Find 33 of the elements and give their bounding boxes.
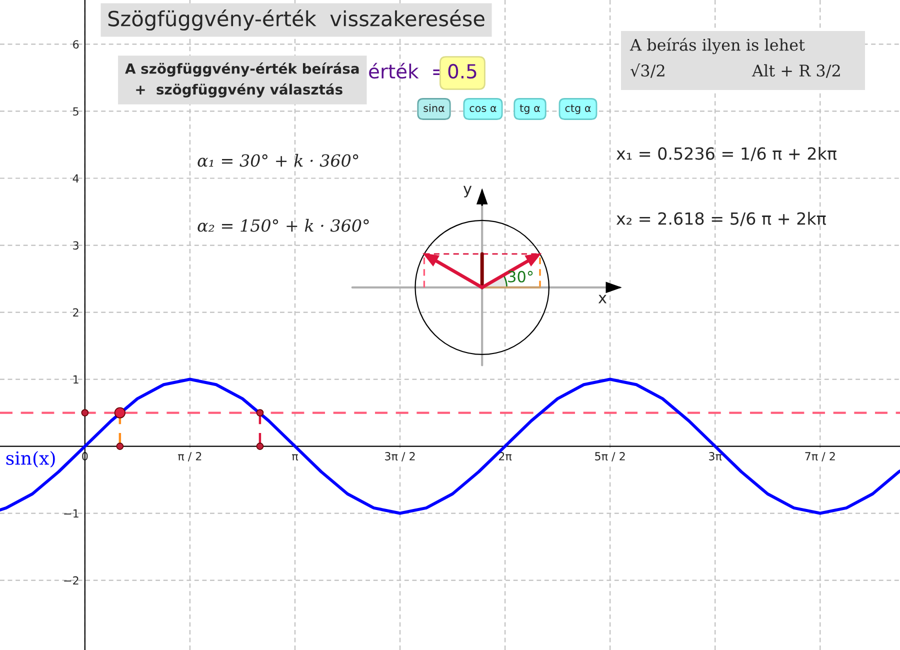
x-tick-label: π (292, 454, 298, 460)
annotation: Alt + R 3/2 (752, 64, 840, 78)
annotation: α₂ = 150° + k · 360° (198, 218, 369, 232)
y-tick-label: 3 (73, 241, 78, 250)
annotation: tg α (520, 104, 540, 114)
y-tick-label: 1 (74, 375, 78, 384)
y-tick-label: −2 (64, 576, 78, 585)
annotation: ctg α (565, 104, 591, 114)
y-tick-label: 4 (72, 174, 79, 182)
x-tick-label: 3π (709, 452, 722, 460)
y-tick-label: 2 (73, 308, 78, 316)
annotation: y (463, 186, 472, 198)
chart-title: Szögfüggvény-érték visszakeresése (108, 10, 484, 30)
annotation: √3/2 (630, 63, 664, 78)
y-tick-label: 6 (73, 40, 79, 49)
annotation: α₁ = 30° + k · 360° (198, 154, 358, 167)
annotation: 0.5 (448, 64, 476, 79)
series-label: sin(x) (6, 450, 55, 468)
annotation: sinα (424, 104, 444, 112)
annotation: A szögfüggvény-érték beírása + szögfüggvény választás (125, 62, 359, 98)
x-tick-label: π / 2 (178, 452, 202, 462)
y-tick-label: 5 (73, 107, 78, 116)
annotation: x (598, 294, 607, 304)
x-tick-label: 3π / 2 (385, 452, 415, 462)
annotation: x₂ = 2.618 = 5/6 π + 2kπ (616, 212, 826, 226)
annotation: cos α (470, 106, 496, 112)
x-tick-label: 5π / 2 (595, 452, 625, 462)
y-tick-label: −1 (64, 509, 78, 518)
annotation: A beírás ilyen is lehet (630, 38, 805, 54)
annotation: 30° (508, 270, 533, 282)
x-tick-label: 7π / 2 (805, 452, 835, 462)
x-tick-label: 2π (498, 452, 512, 460)
annotation: x₁ = 0.5236 = 1/6 π + 2kπ (616, 146, 837, 162)
